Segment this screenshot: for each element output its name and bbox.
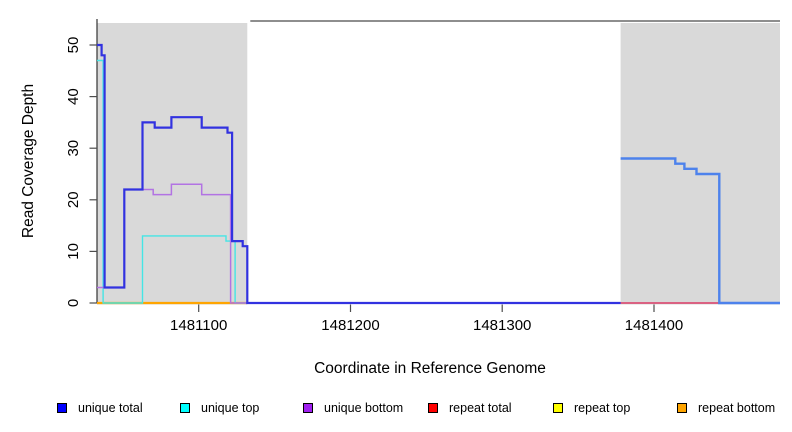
svg-text:10: 10 <box>65 243 82 260</box>
repeat-top-swatch-icon <box>553 403 563 413</box>
legend-label: repeat total <box>449 401 512 415</box>
svg-text:30: 30 <box>65 140 82 157</box>
legend-item-repeat-total: repeat total <box>428 399 512 417</box>
legend-item-unique-total: unique total <box>57 399 143 417</box>
unique-top-swatch-icon <box>180 403 190 413</box>
unique-total-swatch-icon <box>57 403 67 413</box>
coverage-plot: 1481100 1481200 1481300 1481400 0 10 20 30 40 50 <box>65 19 780 334</box>
unique-bottom-swatch-icon <box>303 403 313 413</box>
legend-label: unique bottom <box>324 401 404 415</box>
svg-text:1481200: 1481200 <box>321 317 379 334</box>
legend-item-unique-top: unique top <box>180 399 259 417</box>
legend: unique total unique top unique bottom re… <box>0 399 792 417</box>
repeat-bottom-swatch-icon <box>677 403 687 413</box>
svg-text:50: 50 <box>65 37 82 54</box>
repeat-total-swatch-icon <box>428 403 438 413</box>
y-axis-title: Read Coverage Depth <box>20 83 37 239</box>
x-axis-title: Coordinate in Reference Genome <box>314 360 546 377</box>
legend-label: repeat top <box>574 401 631 415</box>
legend-label: repeat bottom <box>698 401 776 415</box>
svg-text:1481100: 1481100 <box>170 317 227 334</box>
svg-text:1481400: 1481400 <box>625 317 683 334</box>
legend-label: unique top <box>201 401 260 415</box>
svg-text:40: 40 <box>65 88 82 105</box>
legend-item-unique-bottom: unique bottom <box>303 399 403 417</box>
svg-text:20: 20 <box>65 191 82 208</box>
svg-text:0: 0 <box>65 299 82 307</box>
svg-text:1481300: 1481300 <box>473 317 531 334</box>
legend-item-repeat-top: repeat top <box>553 399 630 417</box>
legend-item-repeat-bottom: repeat bottom <box>677 399 775 417</box>
legend-label: unique total <box>78 401 143 415</box>
